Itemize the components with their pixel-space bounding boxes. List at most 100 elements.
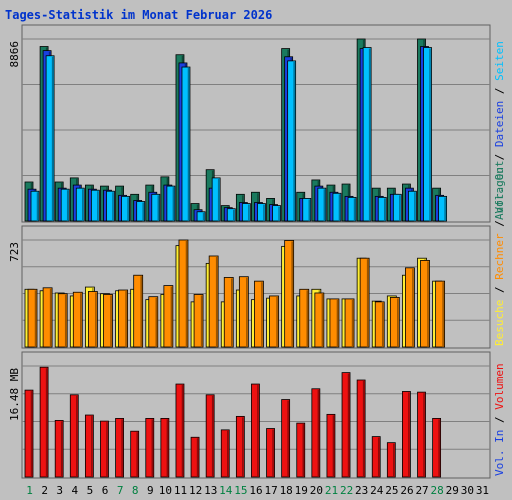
bar-seiten-day-12: [196, 211, 206, 222]
bar-seiten-day-27: [423, 47, 432, 222]
legend-separator: /: [493, 280, 506, 300]
bar-seiten-day-26: [408, 190, 417, 222]
x-tick-label-day-22: 22: [340, 484, 353, 497]
bar-seiten-day-19: [302, 198, 312, 222]
x-tick-label-day-27: 27: [415, 484, 428, 497]
bar-volumen-day-13: [205, 394, 215, 478]
bar-volumen-day-23: [356, 379, 366, 478]
bar-seiten-day-6: [106, 190, 115, 222]
bar-seiten-day-20: [317, 187, 327, 222]
bar-rechner-day-14: [223, 277, 234, 348]
legend-seiten: Seiten: [493, 41, 506, 81]
chart-title: Tages-Statistik im Monat Februar 2026: [5, 8, 272, 22]
bar-volumen-day-19: [296, 422, 306, 478]
x-axis-day-labels: 1 2 3 4 5 6 7 8 9 10 11 12 13 14 15 16 17 18 19 20 21 22 23 24 2…: [26, 484, 489, 497]
legend-separator: /: [493, 214, 506, 234]
right-legend-top: Anfragen / Dateien / Seiten: [493, 41, 506, 220]
bar-rechner-day-12: [193, 294, 204, 348]
x-tick-label-day-28: 28: [431, 484, 444, 497]
bar-volumen-day-15: [235, 415, 245, 478]
bar-seiten-day-13: [211, 177, 221, 222]
x-tick-label-day-8: 8: [132, 484, 139, 497]
bar-seiten-day-3: [60, 188, 70, 222]
bar-seiten-day-7: [121, 195, 130, 222]
bar-volumen-day-7: [115, 418, 124, 478]
x-tick-label-day-18: 18: [280, 484, 293, 497]
x-tick-label-day-16: 16: [249, 484, 262, 497]
bar-rechner-day-8: [133, 274, 144, 348]
bar-rechner-day-13: [208, 255, 219, 348]
bar-rechner-day-28: [435, 280, 446, 348]
legend-vol-out: Vol. Out: [493, 161, 506, 214]
bar-volumen-day-4: [69, 394, 79, 478]
bar-volumen-day-22: [341, 372, 351, 478]
bar-rechner-day-25: [389, 297, 400, 348]
bar-rechner-day-15: [238, 276, 249, 348]
legend-separator: /: [493, 147, 506, 167]
x-tick-label-day-17: 17: [264, 484, 277, 497]
bar-volumen-day-26: [402, 391, 411, 478]
legend-vol-in: Vol. In: [493, 430, 506, 476]
y-axis-max-label: 8866: [8, 41, 21, 68]
bar-rechner-day-16: [254, 280, 264, 348]
bar-rechner-day-5: [87, 291, 98, 348]
bar-rechner-day-6: [103, 294, 113, 348]
bar-seiten-day-16: [257, 203, 266, 222]
legend-volumen: Volumen: [493, 363, 506, 409]
bar-volumen-day-3: [54, 420, 64, 478]
x-tick-label-day-2: 2: [41, 484, 48, 497]
legend-dateien: Dateien: [493, 101, 506, 147]
bar-seiten-day-25: [392, 193, 402, 222]
bar-volumen-day-2: [39, 366, 49, 478]
bar-seiten-day-21: [332, 192, 342, 222]
bar-rechner-day-18: [284, 240, 295, 348]
bar-rechner-day-11: [178, 239, 189, 348]
y-axis-max-label: 723: [8, 242, 21, 262]
bar-rechner-day-10: [163, 285, 174, 348]
bar-rechner-day-4: [72, 291, 83, 348]
bar-volumen-day-17: [266, 428, 275, 478]
x-tick-label-day-10: 10: [159, 484, 172, 497]
panel-bottom: 16.48 MB Vol. In / Volumen: [8, 351, 506, 479]
bar-rechner-day-21: [329, 298, 340, 348]
bar-volumen-day-18: [281, 399, 291, 478]
bar-rechner-day-23: [359, 257, 370, 348]
x-tick-label-day-13: 13: [204, 484, 217, 497]
bar-rechner-day-9: [148, 296, 159, 348]
bar-volumen-day-5: [84, 414, 94, 478]
x-tick-label-day-1: 1: [26, 484, 33, 497]
bar-volumen-day-10: [160, 418, 170, 478]
bar-seiten-day-11: [181, 66, 191, 222]
bar-seiten-day-18: [287, 60, 297, 222]
x-tick-label-day-24: 24: [370, 484, 384, 497]
x-tick-label-day-31: 31: [476, 484, 489, 497]
panel-middle: 723 Besuche / Rechner / Vol. Out: [8, 161, 506, 349]
x-tick-label-day-14: 14: [219, 484, 233, 497]
x-tick-label-day-30: 30: [461, 484, 474, 497]
x-tick-label-day-26: 26: [400, 484, 413, 497]
bar-volumen-day-21: [326, 413, 336, 478]
x-tick-label-day-29: 29: [446, 484, 459, 497]
panel-top: 8866 Anfragen / Dateien / Seiten: [8, 24, 506, 223]
bar-rechner-day-27: [420, 260, 430, 348]
legend-rechner: Rechner: [493, 233, 506, 280]
bar-rechner-day-19: [299, 288, 310, 348]
x-tick-label-day-11: 11: [174, 484, 187, 497]
bar-rechner-day-17: [269, 295, 279, 348]
bar-seiten-day-2: [45, 55, 55, 222]
bar-seiten-day-17: [272, 205, 281, 222]
x-tick-label-day-7: 7: [117, 484, 124, 497]
bar-seiten-day-9: [151, 193, 161, 222]
bar-rechner-day-20: [314, 292, 325, 348]
bar-rechner-day-24: [374, 301, 385, 348]
y-axis-max-label: 16.48 MB: [8, 368, 21, 421]
bar-seiten-day-22: [347, 196, 357, 222]
bar-volumen-day-1: [24, 389, 34, 478]
x-tick-label-day-23: 23: [355, 484, 368, 497]
chart-panels: 8866 Anfragen / Dateien / Seiten 723 Besuch…: [8, 24, 506, 479]
bar-seiten-day-1: [30, 190, 40, 222]
x-tick-label-day-19: 19: [295, 484, 308, 497]
x-tick-label-day-4: 4: [72, 484, 79, 497]
bar-volumen-day-25: [386, 442, 396, 478]
